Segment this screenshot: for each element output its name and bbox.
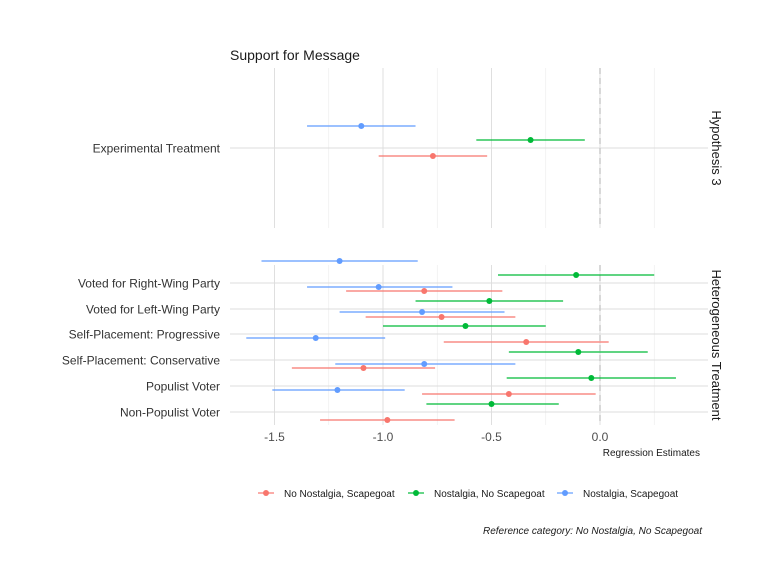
legend-item: Nostalgia, No Scapegoat — [408, 489, 545, 500]
legend: No Nostalgia, Scapegoat Nostalgia, No Sca… — [258, 489, 678, 500]
legend-label: Nostalgia, Scapegoat — [583, 489, 678, 500]
legend-key-point — [263, 490, 269, 496]
x-tick-label: 0.0 — [592, 430, 609, 444]
estimate-point — [358, 123, 365, 129]
estimate-point — [527, 137, 534, 143]
legend-label: No Nostalgia, Scapegoat — [284, 489, 395, 500]
x-tick-label: -1.5 — [264, 430, 285, 444]
estimate-point — [523, 339, 530, 345]
legend-item: Nostalgia, Scapegoat — [557, 489, 678, 500]
estimate-point — [488, 401, 495, 407]
facet-strip-label: Heterogeneous Treatment — [709, 269, 724, 420]
row-label: Self-Placement: Progressive — [69, 328, 221, 342]
estimate-point — [505, 391, 512, 397]
row-label: Experimental Treatment — [93, 142, 221, 156]
legend-item: No Nostalgia, Scapegoat — [258, 489, 395, 500]
estimate-point — [429, 153, 436, 159]
facet-panels: Experimental Treatment Hypothesis 3 Voted … — [62, 68, 724, 425]
estimate-point — [573, 272, 580, 278]
x-tick-label: -0.5 — [481, 430, 502, 444]
estimate-point — [421, 288, 428, 294]
estimate-point — [421, 361, 428, 367]
x-axis-label: Regression Estimates — [603, 448, 700, 459]
estimate-point — [375, 284, 382, 290]
legend-key-point — [562, 490, 568, 496]
estimate-point — [419, 309, 426, 315]
estimate-point — [486, 298, 493, 304]
legend-label: Nostalgia, No Scapegoat — [434, 489, 545, 500]
row-label: Non-Populist Voter — [120, 406, 220, 420]
row-label: Voted for Left-Wing Party — [86, 303, 220, 317]
row-label: Populist Voter — [146, 380, 220, 394]
x-axis: -1.5 -1.0 -0.5 0.0 — [264, 430, 609, 444]
x-tick-label: -1.0 — [373, 430, 394, 444]
row-label: Voted for Right-Wing Party — [78, 277, 220, 291]
estimate-point — [588, 375, 595, 381]
estimate-point — [312, 335, 319, 341]
estimate-point — [336, 258, 343, 264]
estimate-point — [360, 365, 367, 371]
facet-panel: Voted for Right-Wing Party Voted for Left… — [62, 258, 724, 425]
estimate-point — [575, 349, 582, 355]
estimate-point — [438, 314, 445, 320]
facet-panel: Experimental Treatment Hypothesis 3 — [93, 68, 724, 228]
row-label: Self-Placement: Conservative — [62, 354, 220, 368]
chart-title: Support for Message — [230, 47, 360, 63]
caption: Reference category: No Nostalgia, No Sca… — [483, 526, 703, 537]
facet-strip-label: Hypothesis 3 — [709, 110, 724, 185]
estimate-point — [462, 323, 469, 329]
estimate-point — [384, 417, 391, 423]
legend-key-point — [413, 490, 419, 496]
estimate-point — [334, 387, 341, 393]
